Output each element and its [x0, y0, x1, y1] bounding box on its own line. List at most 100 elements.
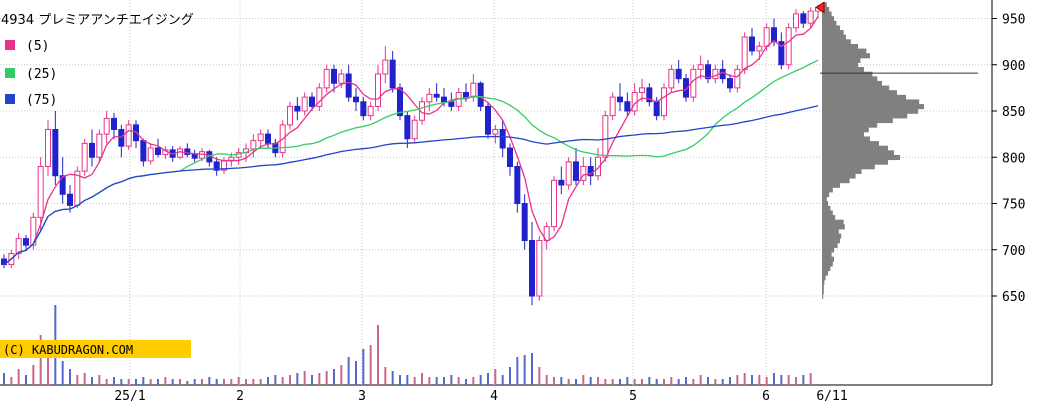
volume-bar: [252, 379, 255, 385]
volume-bar: [435, 377, 438, 385]
profile-bar: [822, 43, 858, 50]
profile-bar: [822, 127, 869, 133]
candle-up: [580, 166, 587, 181]
volume-bar: [120, 379, 123, 385]
volume-bar: [487, 373, 489, 385]
volume-bar: [428, 377, 431, 385]
volume-bar: [560, 377, 563, 385]
volume-bar: [171, 379, 174, 385]
candle-up: [257, 133, 264, 142]
volume-bar: [509, 367, 511, 385]
candle-up: [15, 238, 22, 254]
volume-bar: [61, 361, 64, 385]
volume-bar: [582, 375, 585, 385]
grid: [0, 0, 992, 385]
y-tick-label: 950: [1002, 13, 1025, 28]
candle-down: [727, 78, 733, 89]
volume-bar: [802, 375, 805, 385]
profile-bar: [822, 6, 830, 13]
candle-down: [67, 193, 73, 206]
profile-bar: [822, 196, 827, 202]
profile-bar: [822, 20, 837, 26]
candle-down: [771, 27, 777, 43]
volume-bar: [670, 377, 673, 385]
volume-bar: [303, 371, 306, 385]
volume-bar: [274, 375, 277, 385]
y-tick-label: 800: [1002, 151, 1025, 166]
candle-up: [125, 124, 132, 147]
volume-bar: [707, 377, 709, 385]
volume-bar: [685, 377, 687, 385]
candle-up: [609, 96, 616, 117]
candle-down: [294, 105, 301, 112]
candle-down: [331, 68, 337, 84]
profile-bar: [822, 30, 844, 36]
candle-down: [433, 93, 440, 98]
volume-bar: [545, 375, 548, 385]
y-tick-label: 700: [1002, 244, 1025, 259]
volume-bar: [465, 379, 467, 385]
credit-background: [0, 340, 191, 358]
candle-down: [463, 92, 469, 98]
volume-bar: [347, 357, 350, 385]
candle-down: [653, 101, 660, 117]
volume-profile: [820, 2, 978, 299]
volume-bar: [83, 373, 86, 385]
volume-bar: [619, 379, 621, 385]
candle-up: [375, 73, 381, 107]
candle-down: [397, 87, 403, 117]
volume-bar: [223, 379, 225, 385]
credit: (C) KABUDRAGON.COM: [0, 340, 191, 358]
volume-bar: [105, 379, 108, 385]
volume-bar: [663, 379, 665, 385]
candle-up: [712, 68, 719, 80]
candle-down: [404, 115, 411, 140]
profile-bar: [822, 182, 840, 188]
profile-bar: [822, 113, 908, 119]
legend-label-ma75: (75): [26, 93, 57, 108]
profile-bar: [822, 131, 864, 137]
volume-bar: [406, 375, 409, 385]
profile-bar: [822, 11, 832, 17]
volume-bar: [135, 379, 137, 385]
volume-bar: [597, 377, 599, 385]
volume-bar: [289, 375, 291, 385]
y-tick-label: 750: [1002, 198, 1025, 213]
volume-bar: [457, 377, 460, 385]
volume-bar: [567, 379, 570, 385]
volume-bar: [809, 373, 812, 385]
profile-bar: [822, 25, 840, 31]
candle-down: [184, 148, 191, 155]
chart-title: 4934 プレミアアンチエイジング: [1, 13, 194, 28]
candle-up: [536, 240, 543, 297]
candle-down: [675, 68, 682, 80]
candle-up: [96, 133, 103, 158]
candle-down: [155, 147, 161, 155]
profile-bar: [822, 289, 824, 295]
profile-bar: [822, 261, 833, 267]
candle-down: [140, 140, 147, 162]
volume-bar: [531, 353, 533, 385]
x-tick-label: 6: [762, 389, 770, 404]
candle-down: [59, 175, 66, 195]
x-tick-label: 2: [236, 389, 244, 404]
volume-bar: [736, 375, 739, 385]
profile-bar: [822, 16, 834, 22]
profile-bar: [822, 108, 918, 114]
candle-up: [37, 166, 44, 218]
candle-up: [639, 87, 645, 93]
profile-bar: [822, 99, 920, 105]
volume-bar: [142, 377, 145, 385]
volume-bar: [98, 375, 101, 385]
volume-bar: [318, 373, 321, 385]
profile-bar: [822, 252, 832, 258]
volume-bar: [384, 367, 387, 385]
profile-bar: [822, 85, 890, 91]
profile-bar: [822, 145, 888, 151]
volume-bar: [677, 379, 680, 385]
y-tick-label: 900: [1002, 59, 1025, 74]
candle-up: [763, 27, 770, 47]
volume-bar: [795, 377, 797, 385]
profile-bar: [822, 136, 870, 142]
profile-bar: [822, 94, 906, 100]
